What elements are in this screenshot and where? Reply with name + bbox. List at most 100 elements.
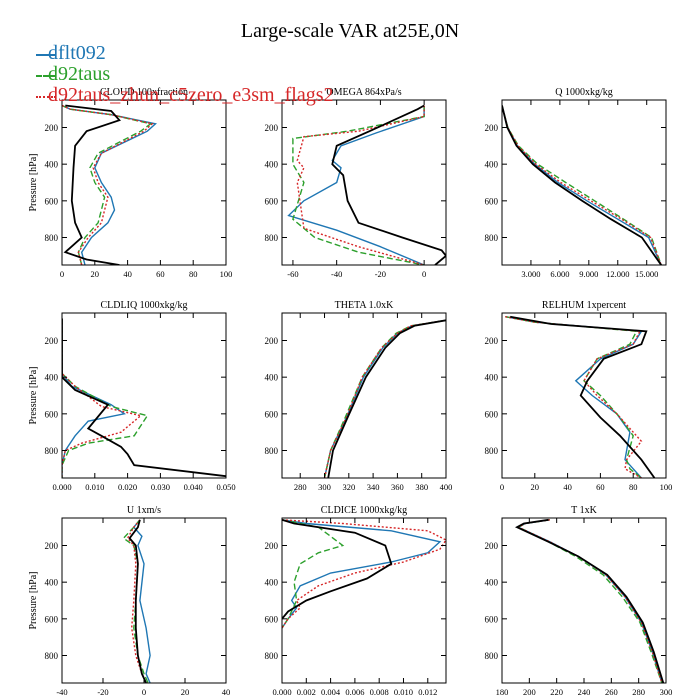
panel-title: RELHUM 1xpercent: [542, 300, 626, 311]
plot-frame: [61, 517, 227, 684]
series-line: [62, 104, 154, 265]
panel: 200 400 600 800 -40 -20 0 20 40 U 1xm/s Pressure […: [28, 505, 230, 697]
x-tick-label: 400: [440, 482, 453, 492]
x-tick-label: 0.000: [272, 687, 291, 697]
series-line: [516, 519, 663, 683]
x-tick-label: 15.000: [635, 269, 658, 279]
y-tick-label: 600: [45, 196, 59, 206]
series-line: [323, 319, 446, 478]
y-tick-label: 400: [45, 160, 59, 170]
series-line: [502, 105, 662, 265]
y-tick-label: 600: [485, 614, 499, 624]
series-line: [516, 519, 663, 683]
plot-frame: [281, 517, 447, 684]
x-tick-label: 80: [189, 269, 198, 279]
panel: 200 400 600 800 0 20 40 60 80 100 CLOUD 100xfracti…: [28, 87, 232, 279]
x-tick-label: 320: [342, 482, 355, 492]
panel-title: CLDLIQ 1000xkg/kg: [101, 300, 188, 311]
panel: 200 400 600 800 -60 -40 -20 0 OMEGA 864xPa/s: [265, 87, 447, 279]
series-line: [62, 104, 157, 265]
plot-frame: [501, 312, 667, 479]
x-tick-label: 20: [91, 269, 100, 279]
series-line: [62, 318, 149, 478]
x-tick-label: -60: [287, 269, 298, 279]
series-line: [62, 104, 153, 265]
panel-title: T 1xK: [571, 505, 597, 516]
plot-frame: [281, 99, 447, 266]
y-tick-label: 800: [45, 651, 59, 661]
x-tick-label: 0.012: [418, 687, 437, 697]
x-tick-label: 6.000: [550, 269, 569, 279]
y-tick-label: 600: [265, 409, 279, 419]
x-tick-label: 0.050: [216, 482, 235, 492]
x-tick-label: 200: [523, 687, 536, 697]
panel: 200 400 600 800 0 20 40 60 80 100 RELHUM 1xpercent: [485, 300, 673, 492]
x-tick-label: 300: [318, 482, 331, 492]
y-tick-label: 800: [485, 446, 499, 456]
series-line: [282, 519, 442, 629]
y-tick-label: 200: [45, 541, 59, 551]
series-line: [282, 519, 446, 629]
series-line: [62, 318, 143, 478]
y-tick-label: 800: [265, 233, 279, 243]
legend-swatch: [36, 96, 56, 98]
y-tick-label: 200: [265, 336, 279, 346]
x-tick-label: 260: [605, 687, 618, 697]
x-tick-label: 0.002: [297, 687, 316, 697]
panel-title: CLOUD 100xfraction: [100, 87, 188, 98]
series-line: [287, 105, 425, 265]
legend-label: d92taus: [48, 63, 111, 85]
series-line: [126, 519, 147, 683]
y-tick-label: 800: [485, 233, 499, 243]
series-line: [510, 315, 656, 478]
x-tick-label: -40: [331, 269, 342, 279]
y-axis-label: Pressure [hPa]: [28, 571, 39, 629]
x-tick-label: 180: [496, 687, 509, 697]
panel: 200 400 600 800 280 300 320 340 360 380 400 THETA 1…: [265, 300, 453, 492]
x-tick-label: 0.040: [184, 482, 203, 492]
series-line: [282, 519, 345, 629]
x-tick-label: 0.010: [85, 482, 104, 492]
x-tick-label: 0.004: [321, 687, 341, 697]
x-tick-label: -20: [375, 269, 386, 279]
legend-swatch: [36, 54, 56, 56]
plot-frame: [501, 517, 667, 684]
y-tick-label: 600: [485, 196, 499, 206]
y-tick-label: 400: [265, 160, 279, 170]
x-tick-label: 100: [660, 482, 673, 492]
x-tick-label: 20: [531, 482, 540, 492]
x-tick-label: 60: [596, 482, 605, 492]
y-tick-label: 600: [45, 409, 59, 419]
panel: 200 400 600 800 180 200 220 240 260 280 300 T 1xK: [485, 505, 673, 697]
x-tick-label: 0: [500, 482, 504, 492]
series-line: [514, 518, 665, 683]
legend-label: d92taus_zhun_c5zero_e3sm_flags2: [48, 84, 334, 106]
legend-label: dflt092: [48, 42, 106, 64]
y-axis-label: Pressure [hPa]: [28, 153, 39, 211]
y-tick-label: 200: [45, 123, 59, 133]
x-tick-label: 3.000: [521, 269, 540, 279]
x-tick-label: 360: [391, 482, 404, 492]
series-line: [62, 318, 226, 478]
x-tick-label: 240: [578, 687, 591, 697]
x-tick-label: 80: [629, 482, 638, 492]
y-tick-label: 200: [265, 123, 279, 133]
x-tick-label: 60: [156, 269, 165, 279]
y-tick-label: 400: [45, 578, 59, 588]
x-tick-label: 40: [123, 269, 132, 279]
panel-title: THETA 1.0xK: [335, 300, 394, 311]
series-line: [505, 316, 643, 478]
series-line: [132, 519, 151, 683]
x-tick-label: 0: [60, 269, 64, 279]
panel: 200 400 600 800 0.000 0.002 0.004 0.006 0.008 0.0…: [265, 505, 447, 697]
x-tick-label: 0: [142, 687, 146, 697]
x-tick-label: 220: [550, 687, 563, 697]
y-tick-label: 200: [485, 541, 499, 551]
series-line: [296, 105, 425, 265]
series-line: [323, 319, 446, 478]
plot-frame: [61, 99, 227, 266]
x-tick-label: 100: [220, 269, 233, 279]
series-line: [502, 105, 662, 265]
series-line: [516, 519, 663, 683]
y-tick-label: 400: [485, 373, 499, 383]
